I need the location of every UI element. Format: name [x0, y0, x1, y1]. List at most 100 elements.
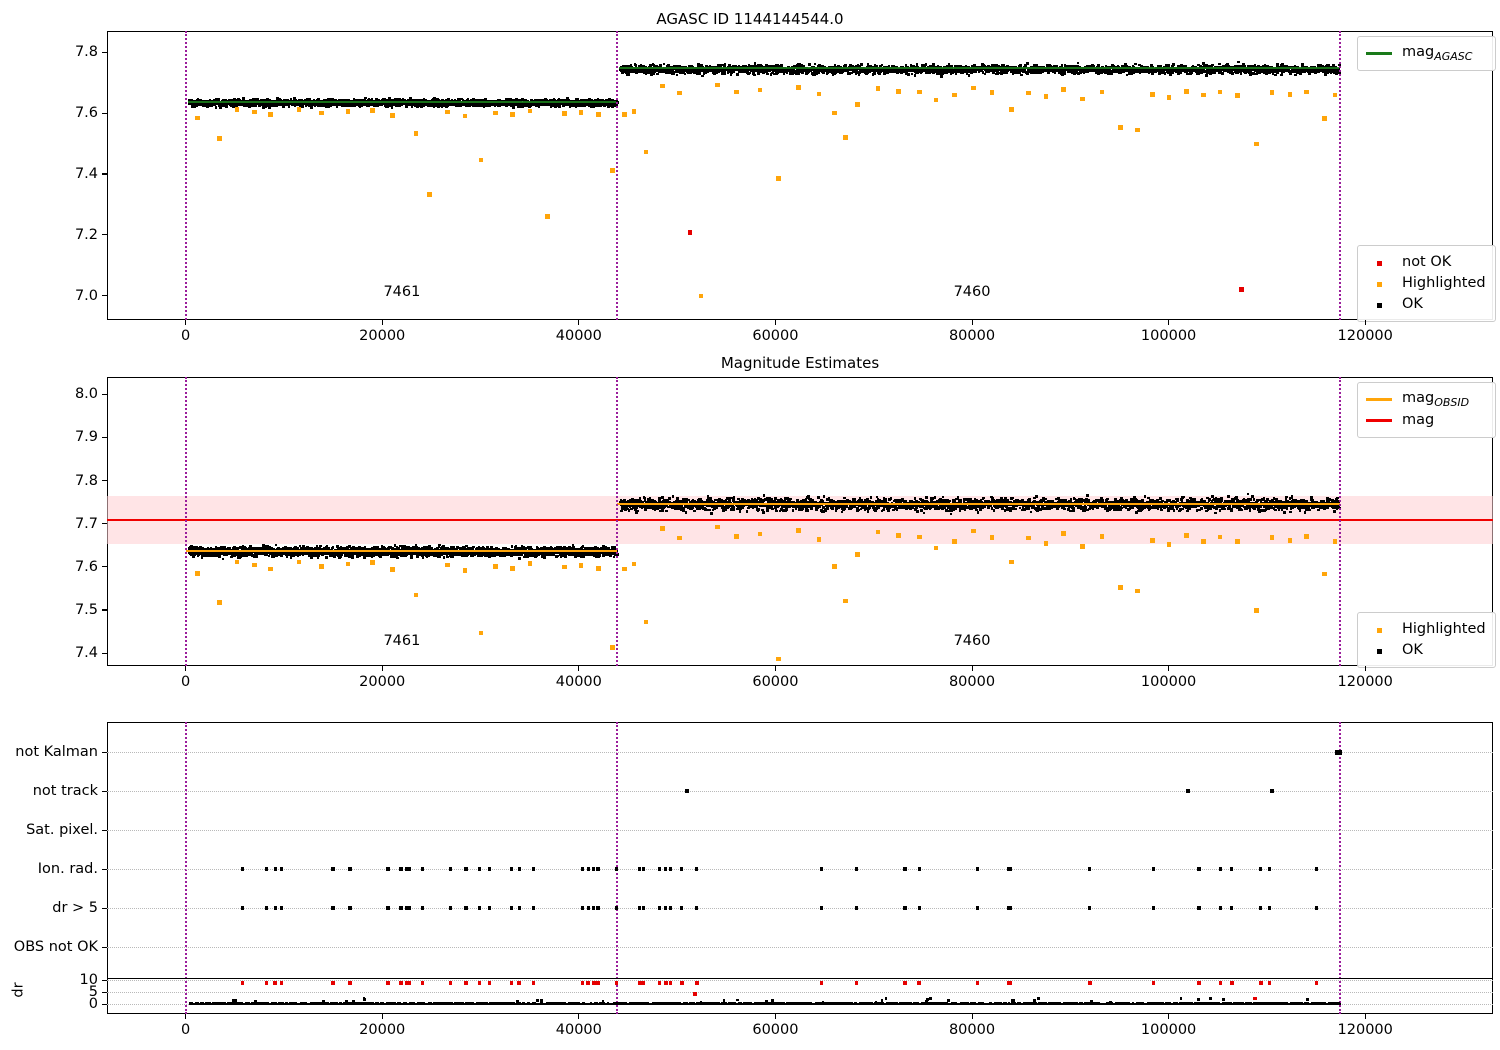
- x-tick-mark: [382, 1014, 383, 1019]
- y-tick-label-top-3: 7.6: [75, 105, 98, 121]
- data-point-ok: [1205, 74, 1208, 77]
- data-point-ok: [1237, 61, 1240, 64]
- red-line-swatch: [1366, 419, 1392, 422]
- panel-flags-dr: [107, 722, 1493, 1014]
- x-tick-mark: [185, 320, 186, 325]
- legend-item-ok-mid: OK: [1366, 640, 1486, 661]
- data-point-ok: [538, 106, 541, 109]
- data-point-ok: [1240, 72, 1243, 75]
- x-tick-mark: [1168, 666, 1169, 671]
- y-tick-label-mid-5: 7.9: [75, 429, 98, 445]
- x-tick-mark: [775, 320, 776, 325]
- legend-mag-agasc[interactable]: magAGASC: [1357, 36, 1496, 71]
- legend-label-ok: OK: [1402, 294, 1423, 315]
- x-tick-mark: [972, 320, 973, 325]
- legend-item-ok: OK: [1366, 294, 1486, 315]
- orange-dot-swatch: [1366, 619, 1392, 639]
- y-tick-mark: [102, 52, 107, 53]
- y-tick-label-mid-0: 7.4: [75, 645, 98, 661]
- legend-item-highlighted: Highlighted: [1366, 273, 1486, 294]
- y-tick-mark: [102, 653, 107, 654]
- y-tick-mark: [102, 234, 107, 235]
- x-tick-label-mid-2: 40000: [556, 674, 602, 690]
- x-tick-label-bot-0: 0: [181, 1022, 190, 1038]
- x-tick-label-bot-1: 20000: [359, 1022, 405, 1038]
- data-point-ok: [860, 63, 863, 66]
- x-tick-label-top-4: 80000: [949, 328, 995, 344]
- x-tick-mark: [1365, 320, 1366, 325]
- x-tick-label-top-1: 20000: [359, 328, 405, 344]
- y-tick-label-mid-1: 7.5: [75, 602, 98, 618]
- x-tick-mark: [1168, 1014, 1169, 1019]
- data-point-ok: [749, 72, 752, 75]
- red-dot-swatch: [1366, 252, 1392, 272]
- y-tick-label-top-1: 7.2: [75, 227, 98, 243]
- data-point-ok: [405, 106, 408, 109]
- data-point-ok: [914, 74, 917, 77]
- legend-point-classes-middle[interactable]: Highlighted OK: [1357, 612, 1496, 668]
- legend-label-mag-obsid: magOBSID: [1402, 388, 1469, 411]
- legend-label-highlighted: Highlighted: [1402, 273, 1486, 294]
- legend-label-ok-mid: OK: [1402, 640, 1423, 661]
- legend-item-mag-obsid: magOBSID: [1366, 389, 1486, 410]
- y-tick-mark: [102, 437, 107, 438]
- data-point-ok: [736, 73, 739, 76]
- data-point-ok: [512, 106, 515, 109]
- data-point-ok: [1134, 63, 1137, 66]
- data-point-ok: [364, 97, 367, 100]
- x-tick-mark: [972, 666, 973, 671]
- y-tick-mark: [102, 394, 107, 395]
- legend-label-not-ok: not OK: [1402, 252, 1451, 273]
- legend-label-mag: mag: [1402, 410, 1434, 431]
- x-tick-mark: [1365, 1014, 1366, 1019]
- black-dot-swatch: [1366, 640, 1392, 660]
- x-tick-label-mid-4: 80000: [949, 674, 995, 690]
- x-tick-mark: [185, 1014, 186, 1019]
- x-tick-label-mid-1: 20000: [359, 674, 405, 690]
- x-tick-label-bot-5: 100000: [1141, 1022, 1196, 1038]
- y-tick-mark: [102, 113, 107, 114]
- legend-point-classes-top[interactable]: not OK Highlighted OK: [1357, 245, 1496, 322]
- x-tick-label-mid-0: 0: [181, 674, 190, 690]
- data-point-ok: [723, 72, 726, 75]
- middle-panel-title: Magnitude Estimates: [107, 354, 1493, 372]
- legend-item-not-ok: not OK: [1366, 252, 1486, 273]
- y-tick-mark: [102, 480, 107, 481]
- x-tick-mark: [972, 1014, 973, 1019]
- x-tick-label-top-3: 60000: [752, 328, 798, 344]
- data-point-ok: [1173, 63, 1176, 66]
- x-tick-label-top-2: 40000: [556, 328, 602, 344]
- x-tick-mark: [578, 1014, 579, 1019]
- data-point-ok: [968, 74, 971, 77]
- legend-label-highlighted-mid: Highlighted: [1402, 619, 1486, 640]
- x-tick-mark: [382, 320, 383, 325]
- figure-canvas: AGASC ID 1144144544.0 Magnitude Estimate…: [0, 0, 1500, 1050]
- x-tick-mark: [382, 666, 383, 671]
- x-tick-mark: [1365, 666, 1366, 671]
- data-point-ok: [1020, 74, 1023, 77]
- orange-line-swatch: [1366, 398, 1392, 401]
- y-tick-mark: [102, 566, 107, 567]
- x-tick-label-bot-6: 120000: [1338, 1022, 1393, 1038]
- data-point-ok: [724, 63, 727, 66]
- y-tick-label-mid-4: 7.8: [75, 473, 98, 489]
- data-point-ok: [1026, 62, 1029, 65]
- y-tick-mark: [102, 173, 107, 174]
- legend-item-mag: mag: [1366, 410, 1486, 431]
- y-tick-label-top-4: 7.8: [75, 44, 98, 60]
- x-tick-label-bot-2: 40000: [556, 1022, 602, 1038]
- x-tick-label-top-0: 0: [181, 328, 190, 344]
- legend-item-mag-agasc: magAGASC: [1366, 43, 1486, 64]
- legend-mag-lines[interactable]: magOBSID mag: [1357, 382, 1496, 438]
- y-tick-label-mid-2: 7.6: [75, 559, 98, 575]
- y-tick-mark: [102, 609, 107, 610]
- x-tick-label-mid-3: 60000: [752, 674, 798, 690]
- x-tick-label-bot-3: 60000: [752, 1022, 798, 1038]
- x-tick-mark: [578, 320, 579, 325]
- green-line-swatch: [1366, 52, 1392, 55]
- data-point-ok: [1077, 62, 1080, 65]
- legend-label-mag-agasc: magAGASC: [1402, 42, 1472, 65]
- x-tick-label-mid-5: 100000: [1141, 674, 1196, 690]
- data-point-ok: [940, 75, 943, 78]
- x-tick-mark: [578, 666, 579, 671]
